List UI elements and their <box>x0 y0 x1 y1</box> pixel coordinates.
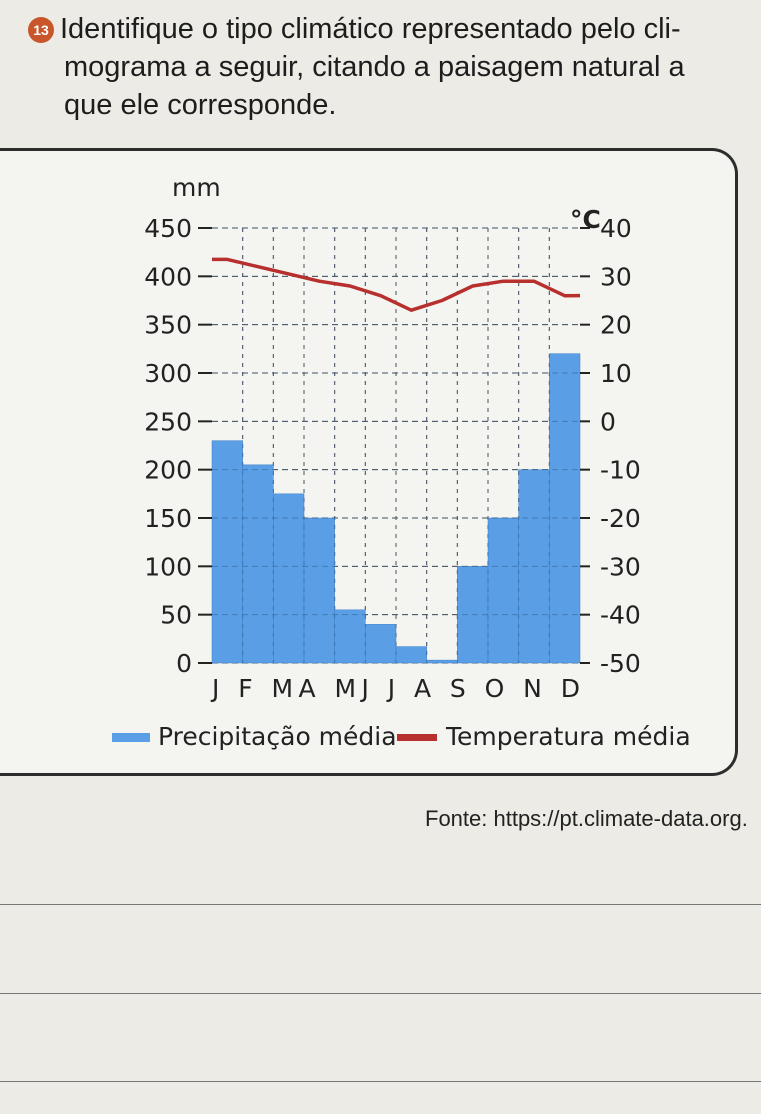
left-tick-label-200: 200 <box>144 456 192 485</box>
precip-bar-F <box>242 464 274 664</box>
left-tick-label-150: 150 <box>144 504 192 533</box>
precip-bar-M <box>334 609 366 664</box>
answer-line-3 <box>0 1081 761 1082</box>
right-tick-label-0: 0 <box>600 407 616 436</box>
left-tick-label-300: 300 <box>144 359 192 388</box>
precip-bar-J <box>365 624 397 664</box>
source-citation: Fonte: https://pt.climate-data.org. <box>425 806 748 831</box>
left-tick-label-350: 350 <box>144 311 192 340</box>
climograph-card <box>0 148 738 776</box>
question-line-2: mograma a seguir, citando a paisagem nat… <box>64 51 685 83</box>
legend-precipitation-swatch <box>112 733 150 742</box>
precip-bar-A <box>426 659 458 664</box>
temperature-line <box>211 257 581 312</box>
precip-bar-A <box>303 517 335 664</box>
right-tick-label--20: -20 <box>600 504 641 533</box>
question-number-badge: 13 <box>28 17 54 43</box>
left-tick-label-0: 0 <box>176 649 192 678</box>
right-tick-label-20: 20 <box>600 311 632 340</box>
precip-bar-J <box>395 646 427 664</box>
left-axis-unit-label: mm <box>172 173 221 202</box>
answer-line-1 <box>0 904 761 905</box>
right-tick-label-30: 30 <box>600 262 632 291</box>
precip-bar-M <box>273 493 305 664</box>
right-tick-label--40: -40 <box>600 601 641 630</box>
legend-temperature-swatch <box>397 734 437 741</box>
left-tick-label-400: 400 <box>144 262 192 291</box>
right-axis-unit-label: °C <box>570 205 601 234</box>
legend-temperature-label: Temperatura média <box>445 722 691 751</box>
right-tick-label--10: -10 <box>600 456 641 485</box>
precip-bar-N <box>518 469 550 664</box>
answer-line-2 <box>0 993 761 994</box>
right-tick-label-40: 40 <box>600 214 632 243</box>
precip-bar-D <box>549 353 581 664</box>
month-labels: J F MA MJ J A S O N D <box>210 674 580 703</box>
right-tick-label--30: -30 <box>600 552 641 581</box>
question-line-1: Identifique o tipo climático representad… <box>60 13 681 45</box>
left-tick-label-50: 50 <box>160 601 192 630</box>
legend-precipitation-label: Precipitação média <box>158 722 397 751</box>
left-tick-label-250: 250 <box>144 407 192 436</box>
right-tick-label-10: 10 <box>600 359 632 388</box>
left-tick-label-450: 450 <box>144 214 192 243</box>
precip-bar-J <box>211 440 243 664</box>
precip-bar-O <box>487 517 519 664</box>
question-line-3: que ele corresponde. <box>64 89 337 121</box>
climograph: 050100150200250300350400450mm403020100-1… <box>112 173 691 751</box>
left-tick-label-100: 100 <box>144 552 192 581</box>
right-tick-label--50: -50 <box>600 649 641 678</box>
